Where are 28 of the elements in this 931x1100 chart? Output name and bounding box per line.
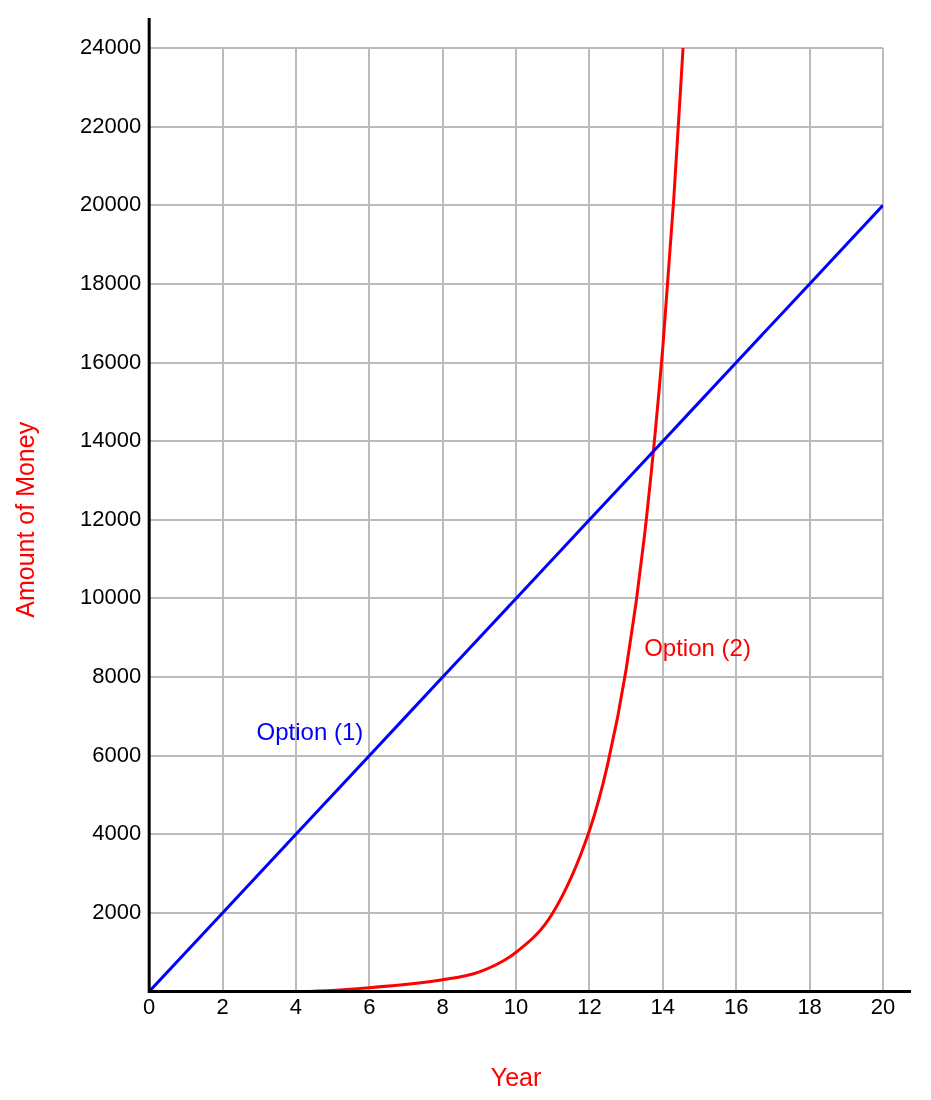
x-tick-label: 8 xyxy=(436,993,449,1019)
y-tick-label: 2000 xyxy=(92,899,142,925)
series-label: Option (1) xyxy=(256,718,364,746)
x-tick-label: 14 xyxy=(650,993,676,1019)
x-tick-label: 16 xyxy=(723,993,749,1019)
y-axis-title: Amount of Money xyxy=(10,421,39,618)
y-tick-label: 6000 xyxy=(92,741,142,767)
y-tick-label: 12000 xyxy=(79,505,142,531)
y-tick-label: 14000 xyxy=(79,427,142,453)
y-tick-label: 8000 xyxy=(92,663,142,689)
x-tick-label: 0 xyxy=(143,993,156,1019)
y-tick-label: 18000 xyxy=(79,269,142,295)
x-tick-label: 20 xyxy=(870,993,896,1019)
y-tick-label: 16000 xyxy=(79,348,142,374)
series-label: Option (2) xyxy=(644,633,751,661)
y-tick-label: 20000 xyxy=(79,191,142,217)
y-tick-label: 22000 xyxy=(79,112,142,138)
x-axis-title: Year xyxy=(490,1062,542,1091)
line-series xyxy=(149,203,883,992)
x-tick-label: 4 xyxy=(289,993,303,1019)
y-tick-label: 24000 xyxy=(79,34,142,60)
y-tick-label: 4000 xyxy=(92,820,142,846)
x-tick-label: 18 xyxy=(797,993,822,1019)
x-tick-label: 6 xyxy=(363,993,376,1019)
x-tick-label: 12 xyxy=(577,993,602,1019)
x-tick-label: 10 xyxy=(503,993,529,1019)
y-tick-label: 10000 xyxy=(79,584,142,610)
x-tick-label: 2 xyxy=(216,993,229,1019)
